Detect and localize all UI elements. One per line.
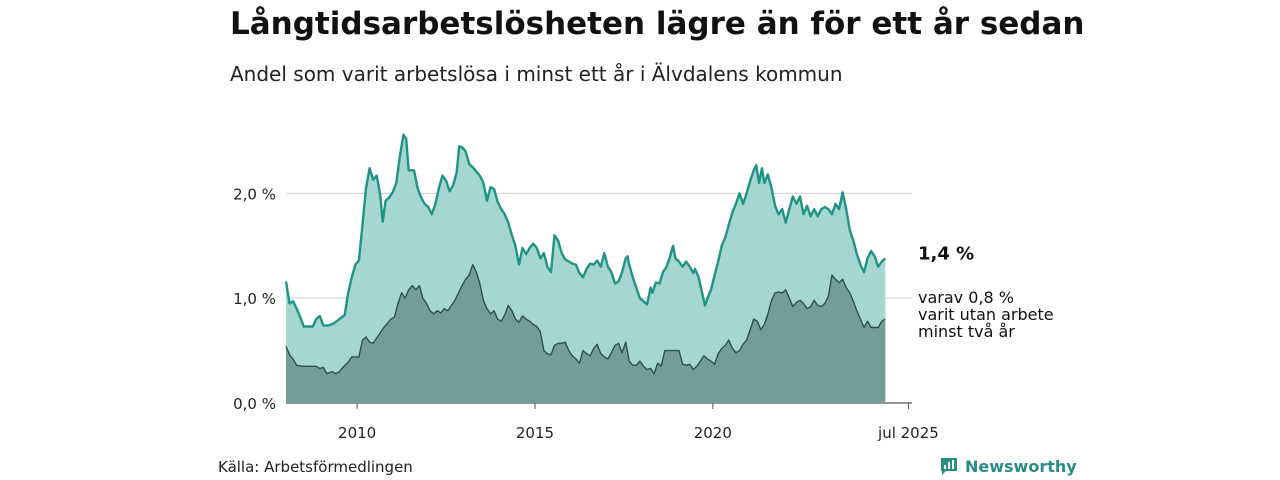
series-line-1: [285, 263, 886, 375]
x-tick-label: 2015: [516, 424, 554, 442]
source-note: Källa: Arbetsförmedlingen: [218, 458, 413, 476]
chart-title: Långtidsarbetslösheten lägre än för ett …: [230, 6, 1085, 42]
newsworthy-logo-icon: [941, 458, 957, 475]
y-tick-label: 1,0 %: [233, 290, 276, 308]
series-label-total: 1,4 %: [918, 243, 974, 264]
y-tick-label: 0,0 %: [233, 395, 276, 413]
y-tick-label: 2,0 %: [233, 185, 276, 203]
series-label-two-years: varav 0,8 % varit utan arbete minst två år: [918, 288, 1054, 341]
x-tick-label: 2010: [338, 424, 376, 442]
series-label-line: varav 0,8 %: [918, 288, 1014, 307]
series-label-line: varit utan arbete: [918, 305, 1054, 324]
x-tick-label: 2020: [694, 424, 732, 442]
series-label-line: minst två år: [918, 322, 1015, 341]
x-tick-label: jul 2025: [877, 424, 939, 442]
brand-logo[interactable]: Newsworthy: [939, 456, 1077, 476]
series-line-0: [284, 133, 887, 328]
series-area-1: [286, 264, 886, 403]
chart-subtitle: Andel som varit arbetslösa i minst ett å…: [230, 62, 843, 86]
brand-name: Newsworthy: [965, 456, 1077, 476]
